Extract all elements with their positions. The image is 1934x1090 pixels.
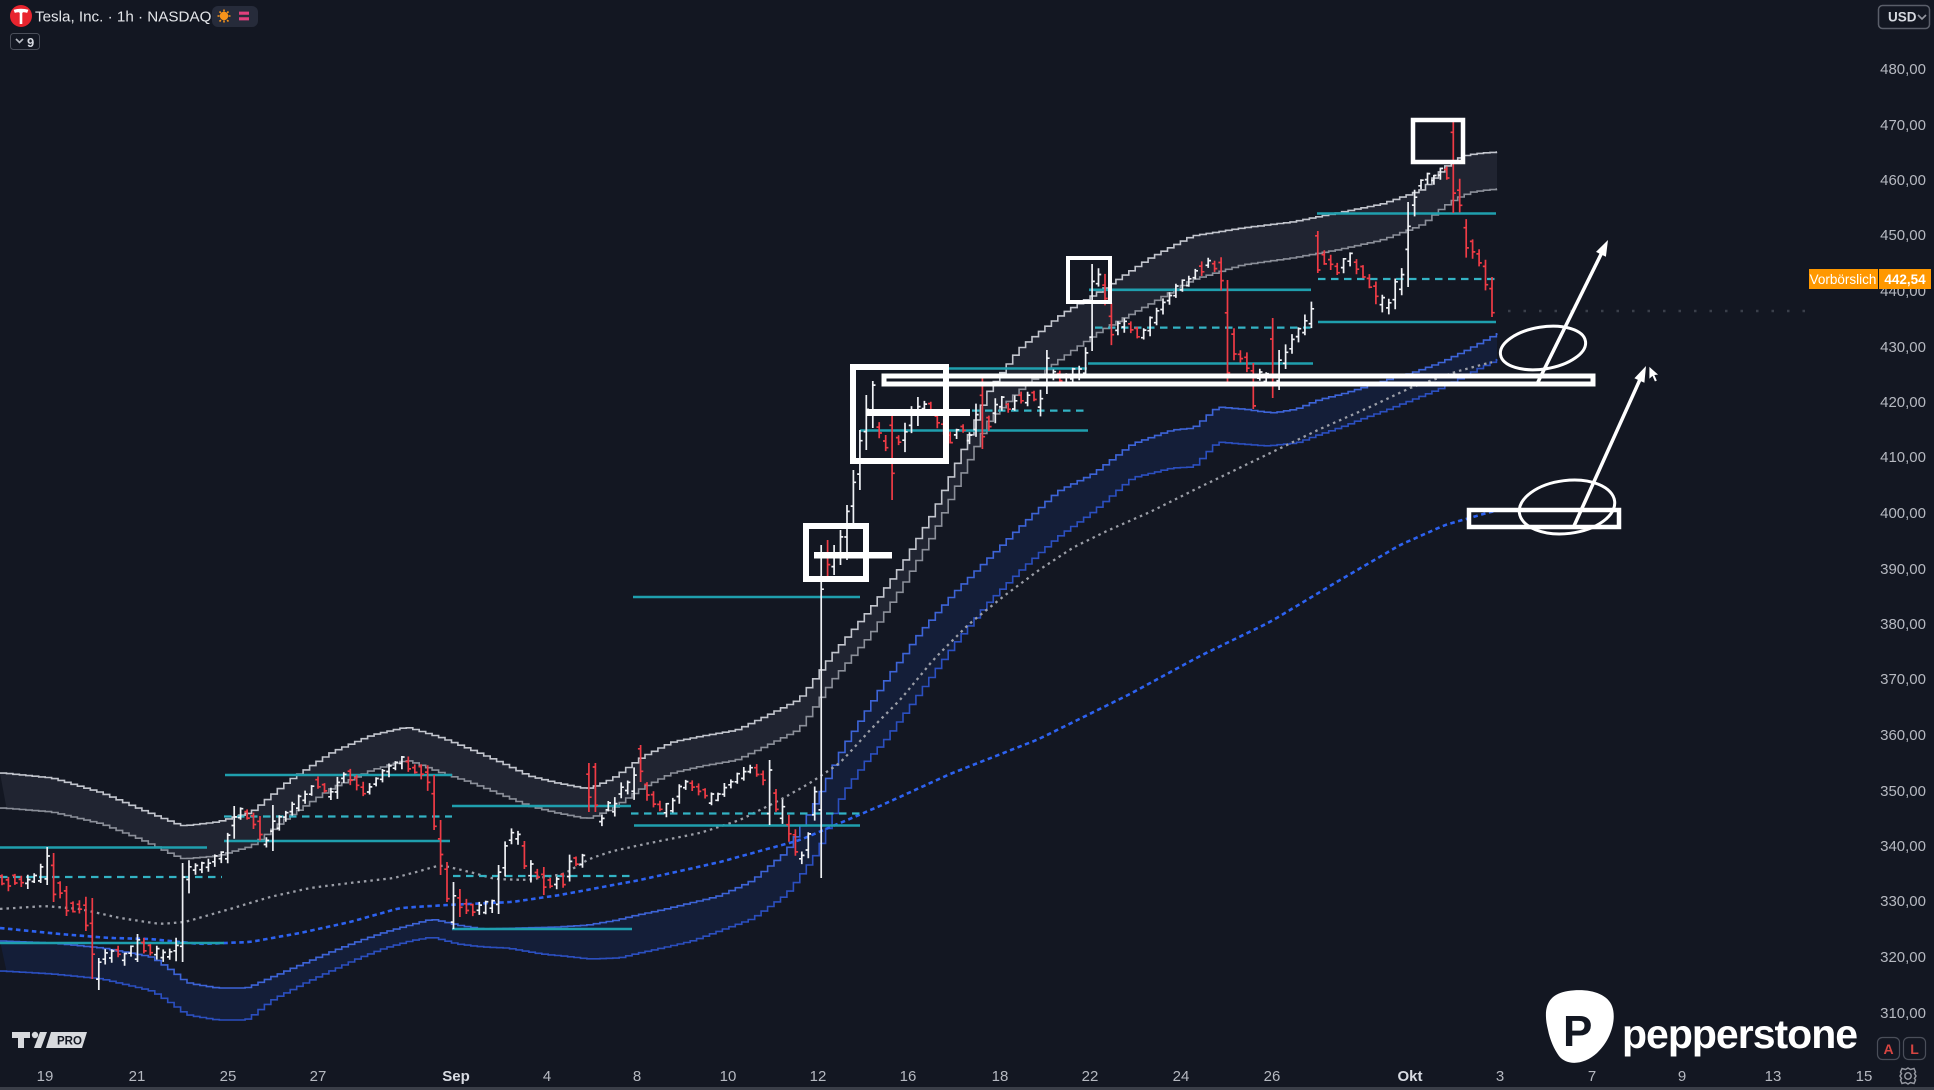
svg-text:390,00: 390,00 bbox=[1880, 561, 1926, 578]
svg-text:310,00: 310,00 bbox=[1880, 1005, 1926, 1022]
svg-text:27: 27 bbox=[310, 1068, 327, 1085]
svg-text:400,00: 400,00 bbox=[1880, 505, 1926, 522]
svg-text:24: 24 bbox=[1173, 1068, 1190, 1085]
svg-text:12: 12 bbox=[810, 1068, 827, 1085]
svg-text:360,00: 360,00 bbox=[1880, 727, 1926, 744]
svg-text:9: 9 bbox=[27, 35, 34, 50]
svg-text:442,54: 442,54 bbox=[1884, 272, 1926, 287]
svg-text:430,00: 430,00 bbox=[1880, 339, 1926, 356]
svg-text:7: 7 bbox=[1588, 1068, 1596, 1085]
svg-text:Sep: Sep bbox=[442, 1068, 470, 1085]
svg-text:L: L bbox=[1910, 1041, 1919, 1057]
svg-text:P: P bbox=[1563, 1007, 1592, 1056]
svg-text:16: 16 bbox=[900, 1068, 917, 1085]
svg-text:Tesla, Inc. · 1h · NASDAQ: Tesla, Inc. · 1h · NASDAQ bbox=[35, 9, 212, 26]
svg-text:330,00: 330,00 bbox=[1880, 893, 1926, 910]
svg-text:22: 22 bbox=[1082, 1068, 1099, 1085]
svg-text:19: 19 bbox=[37, 1068, 54, 1085]
svg-text:25: 25 bbox=[220, 1068, 237, 1085]
svg-text:420,00: 420,00 bbox=[1880, 394, 1926, 411]
svg-text:26: 26 bbox=[1264, 1068, 1281, 1085]
svg-text:8: 8 bbox=[633, 1068, 641, 1085]
svg-text:USD: USD bbox=[1888, 10, 1917, 25]
svg-text:350,00: 350,00 bbox=[1880, 783, 1926, 800]
svg-text:10: 10 bbox=[720, 1068, 737, 1085]
svg-text:PRO: PRO bbox=[57, 1036, 82, 1048]
svg-text:410,00: 410,00 bbox=[1880, 449, 1926, 466]
svg-text:Vorbörslich: Vorbörslich bbox=[1810, 272, 1877, 287]
svg-text:15: 15 bbox=[1856, 1068, 1873, 1085]
svg-text:480,00: 480,00 bbox=[1880, 61, 1926, 78]
svg-text:3: 3 bbox=[1496, 1068, 1504, 1085]
svg-text:Okt: Okt bbox=[1397, 1068, 1422, 1085]
svg-text:A: A bbox=[1883, 1041, 1893, 1057]
svg-text:4: 4 bbox=[543, 1068, 551, 1085]
svg-text:370,00: 370,00 bbox=[1880, 671, 1926, 688]
svg-text:380,00: 380,00 bbox=[1880, 616, 1926, 633]
svg-text:9: 9 bbox=[1678, 1068, 1686, 1085]
svg-text:460,00: 460,00 bbox=[1880, 172, 1926, 189]
svg-text:320,00: 320,00 bbox=[1880, 949, 1926, 966]
svg-text:470,00: 470,00 bbox=[1880, 117, 1926, 134]
svg-text:pepperstone: pepperstone bbox=[1622, 1011, 1857, 1057]
svg-text:21: 21 bbox=[129, 1068, 146, 1085]
svg-text:340,00: 340,00 bbox=[1880, 838, 1926, 855]
svg-text:450,00: 450,00 bbox=[1880, 227, 1926, 244]
svg-text:13: 13 bbox=[1765, 1068, 1782, 1085]
svg-text:18: 18 bbox=[992, 1068, 1009, 1085]
